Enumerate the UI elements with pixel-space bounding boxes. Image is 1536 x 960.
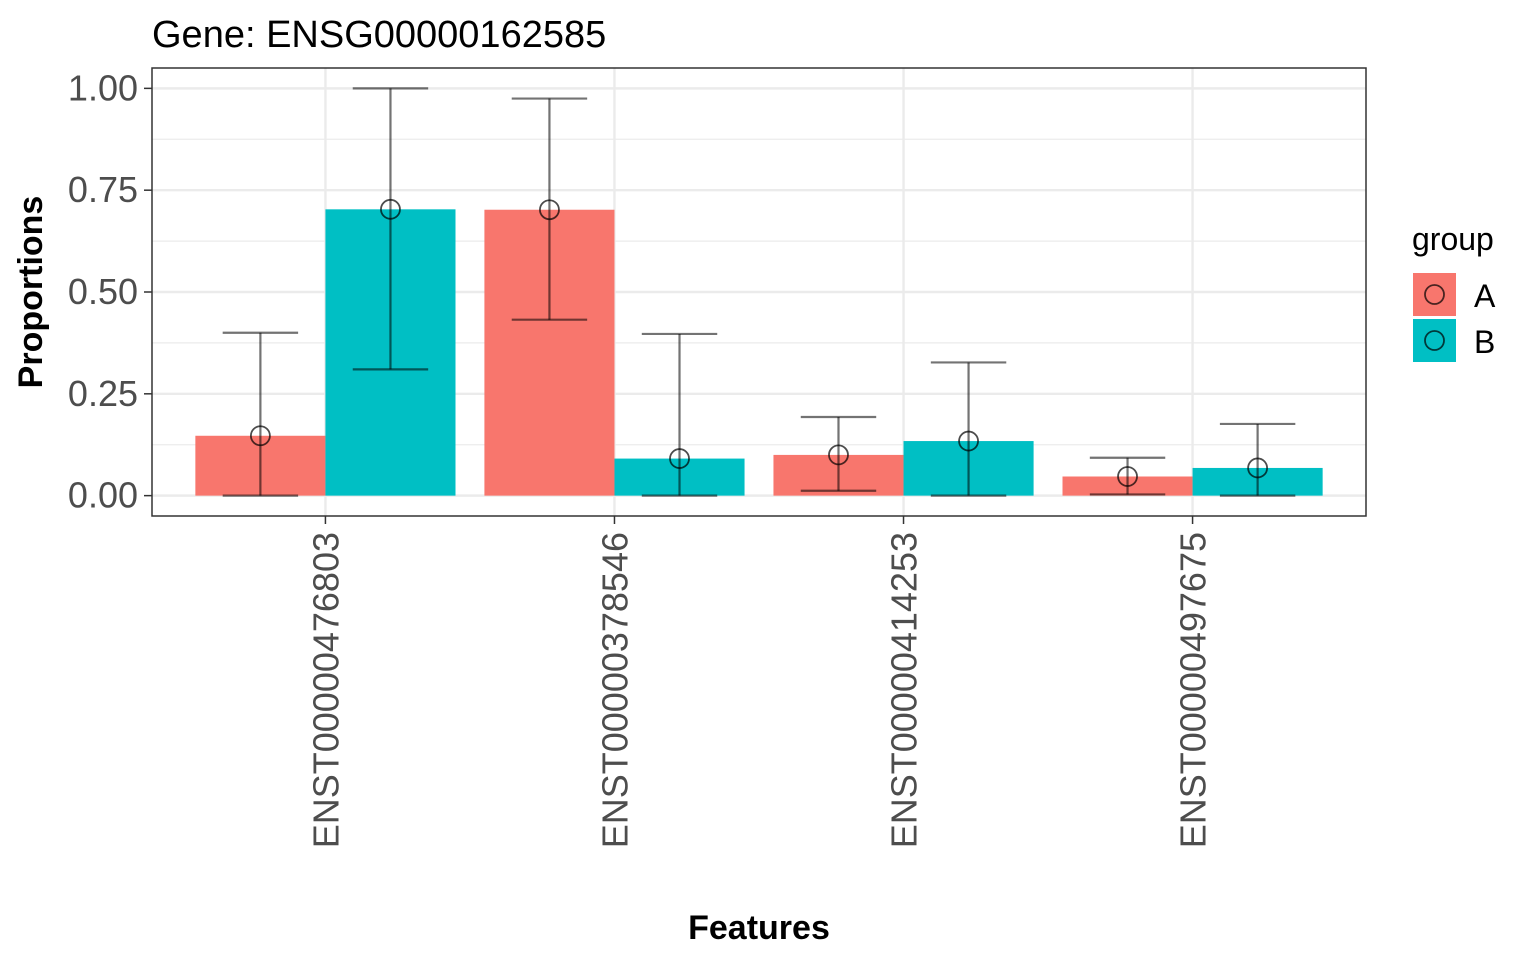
legend-key-symbol	[1424, 284, 1445, 305]
legend-key-symbol	[1424, 330, 1445, 351]
legend: group AB	[1412, 221, 1496, 362]
legend-key	[1413, 273, 1456, 316]
data-point	[380, 198, 401, 220]
legend-title: group	[1412, 221, 1494, 257]
y-tick-label: 0.75	[68, 169, 138, 210]
chart-title: Gene: ENSG00000162585	[152, 14, 606, 56]
plot-panel	[151, 67, 1367, 517]
data-point	[249, 425, 271, 447]
x-axis: ENST00000476803 ENST00000378546 ENST000004…	[305, 516, 1214, 848]
data-point	[828, 444, 849, 466]
x-axis-title: Features	[688, 909, 830, 947]
legend-label: A	[1474, 278, 1496, 314]
y-tick-label: 0.00	[68, 475, 138, 516]
x-tick-label: ENST00000476803	[305, 532, 346, 848]
y-axis: 0.00 0.25 0.50 0.75 1.00	[68, 67, 152, 516]
y-tick-label: 1.00	[68, 67, 138, 108]
x-tick-label: ENST00000497675	[1173, 532, 1214, 848]
data-point	[1247, 457, 1269, 479]
y-tick-label: 0.50	[68, 271, 138, 312]
x-tick-label: ENST00000378546	[594, 532, 635, 848]
legend-key	[1413, 319, 1456, 362]
points	[249, 198, 1269, 487]
x-tick-label: ENST00000414253	[884, 532, 925, 848]
error-bars	[222, 87, 1296, 497]
y-tick-label: 0.25	[68, 373, 138, 414]
data-point	[1117, 466, 1138, 487]
legend-label: B	[1474, 324, 1495, 360]
data-point	[539, 199, 560, 221]
data-point	[669, 448, 690, 469]
data-point	[958, 430, 979, 452]
y-axis-title: Proportions	[12, 196, 50, 389]
